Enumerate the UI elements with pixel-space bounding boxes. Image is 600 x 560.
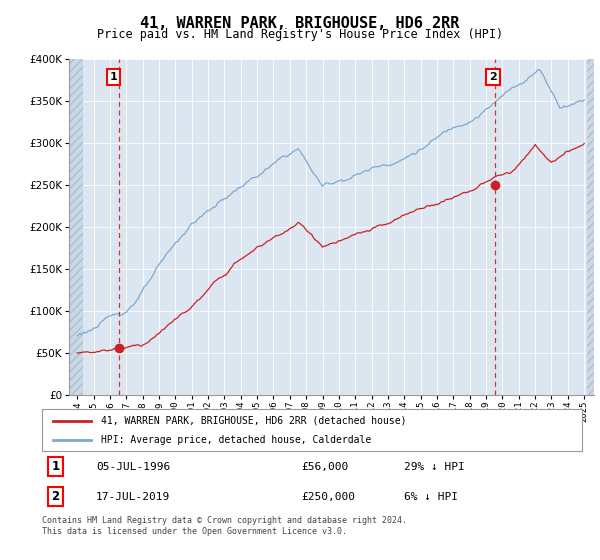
Text: 1: 1: [110, 72, 118, 82]
Text: 29% ↓ HPI: 29% ↓ HPI: [404, 461, 464, 472]
Text: Price paid vs. HM Land Registry's House Price Index (HPI): Price paid vs. HM Land Registry's House …: [97, 28, 503, 41]
Text: £250,000: £250,000: [301, 492, 355, 502]
FancyBboxPatch shape: [42, 409, 582, 451]
Text: 41, WARREN PARK, BRIGHOUSE, HD6 2RR: 41, WARREN PARK, BRIGHOUSE, HD6 2RR: [140, 16, 460, 31]
Text: 41, WARREN PARK, BRIGHOUSE, HD6 2RR (detached house): 41, WARREN PARK, BRIGHOUSE, HD6 2RR (det…: [101, 416, 407, 426]
Text: HPI: Average price, detached house, Calderdale: HPI: Average price, detached house, Cald…: [101, 435, 371, 445]
Bar: [587, 59, 595, 395]
Text: 17-JUL-2019: 17-JUL-2019: [96, 492, 170, 502]
Text: £56,000: £56,000: [301, 461, 349, 472]
Text: 6% ↓ HPI: 6% ↓ HPI: [404, 492, 458, 502]
Text: 2: 2: [489, 72, 497, 82]
Text: Contains HM Land Registry data © Crown copyright and database right 2024.
This d: Contains HM Land Registry data © Crown c…: [42, 516, 407, 536]
Text: 05-JUL-1996: 05-JUL-1996: [96, 461, 170, 472]
Text: 2: 2: [52, 490, 59, 503]
Text: 1: 1: [52, 460, 59, 473]
Bar: [69, 59, 83, 395]
